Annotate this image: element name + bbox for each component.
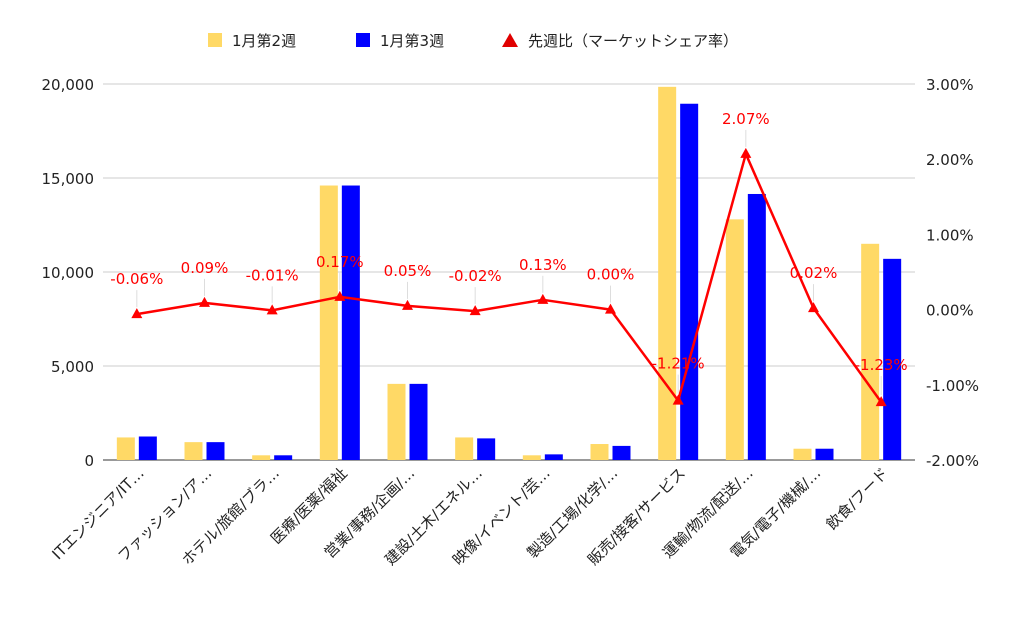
legend-item-share: 先週比（マーケットシェア率） bbox=[502, 28, 738, 52]
y-left-tick-label: 15,000 bbox=[42, 170, 95, 188]
share-marker bbox=[402, 299, 413, 310]
legend-item-week2: 1月第2週 bbox=[208, 28, 296, 52]
y-left-tick-label: 0 bbox=[84, 452, 94, 470]
y-right-tick-label: 2.00% bbox=[926, 151, 974, 169]
y-right-tick-label: 1.00% bbox=[926, 226, 974, 244]
share-marker bbox=[875, 396, 887, 407]
bar-week3 bbox=[680, 103, 699, 461]
share-data-label: 0.02% bbox=[790, 264, 838, 282]
legend-swatch-week2 bbox=[208, 33, 222, 47]
share-marker bbox=[199, 296, 210, 307]
share-data-label: 2.07% bbox=[722, 110, 770, 128]
share-line bbox=[136, 152, 883, 403]
bar-week3 bbox=[883, 258, 902, 460]
y-right-tick-label: -1.00% bbox=[926, 377, 979, 395]
bar-week2 bbox=[522, 455, 541, 460]
bar-week3 bbox=[138, 436, 157, 460]
share-data-label: -1.21% bbox=[652, 355, 705, 373]
share-data-label: -0.02% bbox=[449, 267, 502, 285]
bar-week3 bbox=[544, 454, 563, 460]
legend-label-week3: 1月第3週 bbox=[380, 31, 445, 50]
bar-week2 bbox=[725, 219, 744, 460]
share-marker bbox=[334, 290, 346, 301]
bar-week2 bbox=[116, 437, 135, 460]
share-marker bbox=[266, 304, 278, 315]
y-right-tick-label: 3.00% bbox=[926, 76, 974, 94]
bar-week3 bbox=[409, 383, 428, 460]
bar-week2 bbox=[319, 185, 338, 460]
share-data-label: 0.13% bbox=[519, 256, 567, 274]
share-data-label: 0.09% bbox=[181, 259, 229, 277]
share-marker bbox=[131, 308, 143, 319]
bar-week2 bbox=[861, 243, 880, 460]
share-marker bbox=[605, 303, 616, 314]
y-left-tick-label: 20,000 bbox=[42, 76, 95, 94]
triangle-icon bbox=[502, 33, 518, 47]
bar-week2 bbox=[252, 455, 271, 460]
bar-week3 bbox=[815, 448, 834, 460]
legend-label-share: 先週比（マーケットシェア率） bbox=[528, 31, 739, 50]
bar-week3 bbox=[274, 455, 293, 460]
share-marker bbox=[740, 147, 752, 158]
share-data-label: 0.00% bbox=[587, 266, 635, 284]
share-marker bbox=[808, 302, 819, 313]
bar-week3 bbox=[341, 185, 360, 460]
legend-label-week2: 1月第2週 bbox=[232, 31, 297, 50]
y-left-tick-label: 10,000 bbox=[42, 264, 95, 282]
bar-week3 bbox=[612, 445, 631, 460]
share-data-label: 0.17% bbox=[316, 253, 364, 271]
y-right-tick-label: 0.00% bbox=[926, 302, 974, 320]
share-marker bbox=[469, 305, 481, 316]
legend-swatch-week3 bbox=[356, 33, 370, 47]
bar-week2 bbox=[793, 448, 812, 460]
share-data-label: 0.05% bbox=[384, 262, 432, 280]
bar-week3 bbox=[477, 438, 496, 460]
share-data-label: -0.01% bbox=[246, 266, 299, 284]
bar-week2 bbox=[455, 437, 474, 460]
share-data-label: -0.06% bbox=[110, 270, 163, 288]
share-marker bbox=[672, 394, 684, 405]
y-right-tick-label: -2.00% bbox=[926, 452, 979, 470]
share-marker bbox=[537, 293, 549, 304]
y-left-tick-label: 5,000 bbox=[51, 358, 94, 376]
bar-week2 bbox=[387, 383, 406, 460]
bar-week2 bbox=[590, 444, 609, 460]
bar-week3 bbox=[747, 193, 766, 461]
bar-week2 bbox=[658, 86, 677, 460]
legend: 1月第2週 1月第3週 先週比（マーケットシェア率） bbox=[0, 28, 1024, 52]
bar-week2 bbox=[184, 442, 203, 460]
share-data-label: -1.23% bbox=[855, 356, 908, 374]
x-category-label: 飲食/フード bbox=[823, 464, 892, 533]
bar-week3 bbox=[206, 442, 225, 460]
legend-item-week3: 1月第3週 bbox=[356, 28, 444, 52]
